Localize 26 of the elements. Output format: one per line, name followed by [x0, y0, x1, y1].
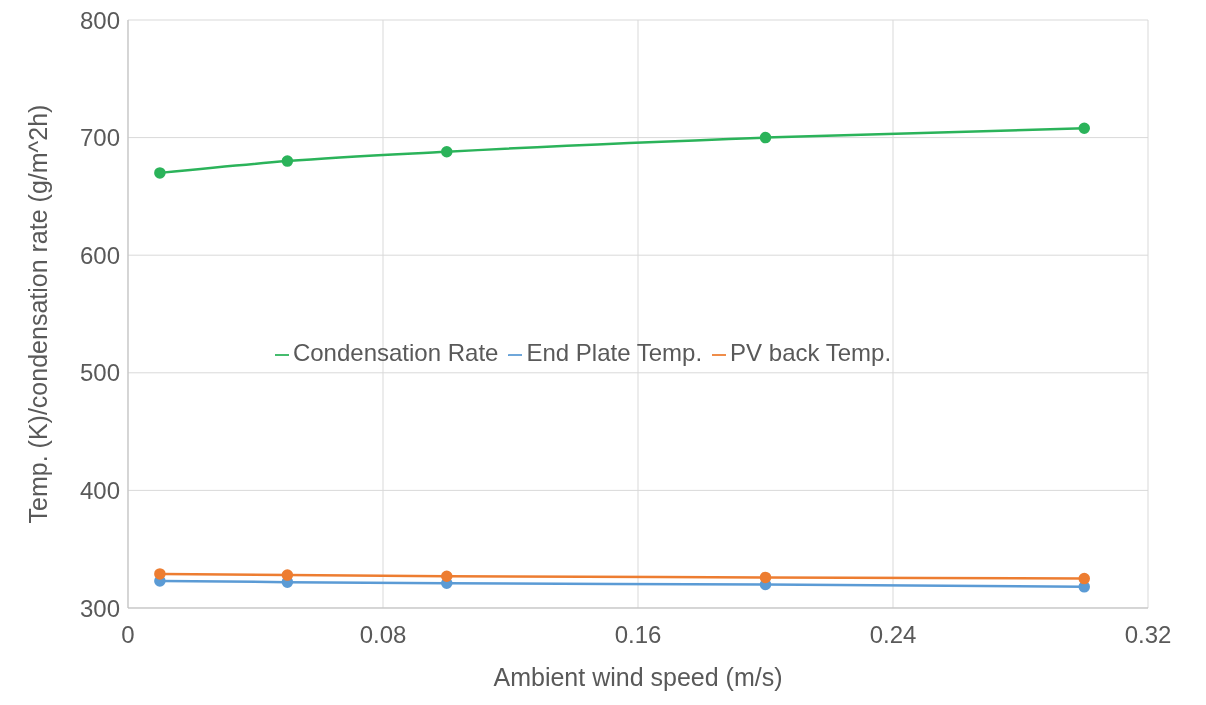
point: [1078, 572, 1090, 585]
y-tick-label: 700: [79, 124, 120, 152]
y-tick-label: 500: [79, 359, 120, 387]
point: [759, 571, 772, 584]
y-tick-label: 300: [79, 594, 120, 622]
point: [441, 145, 453, 158]
y-tick-label: 400: [79, 476, 120, 504]
x-tick-label: 0: [121, 621, 135, 649]
legend-label: PV back Temp.: [730, 339, 892, 366]
x-tick-label: 0.16: [614, 621, 662, 649]
point: [1078, 122, 1090, 134]
point: [281, 155, 294, 167]
y-tick-label: 800: [79, 6, 120, 34]
x-axis-title: Ambient wind speed (m/s): [493, 663, 783, 691]
legend-label: End Plate Temp.: [526, 339, 703, 366]
x-tick-label: 0.32: [1124, 621, 1172, 649]
y-axis-title: Temp. (K)/condensation rate (g/m^2h): [23, 104, 52, 524]
point: [441, 570, 453, 582]
point: [759, 131, 772, 144]
x-tick-label: 0.08: [359, 621, 407, 649]
point: [154, 167, 166, 179]
legend-label: Condensation Rate: [292, 339, 499, 366]
point: [154, 568, 166, 580]
point: [281, 569, 294, 581]
x-tick-label: 0.24: [869, 621, 917, 649]
y-tick-label: 600: [79, 241, 120, 269]
